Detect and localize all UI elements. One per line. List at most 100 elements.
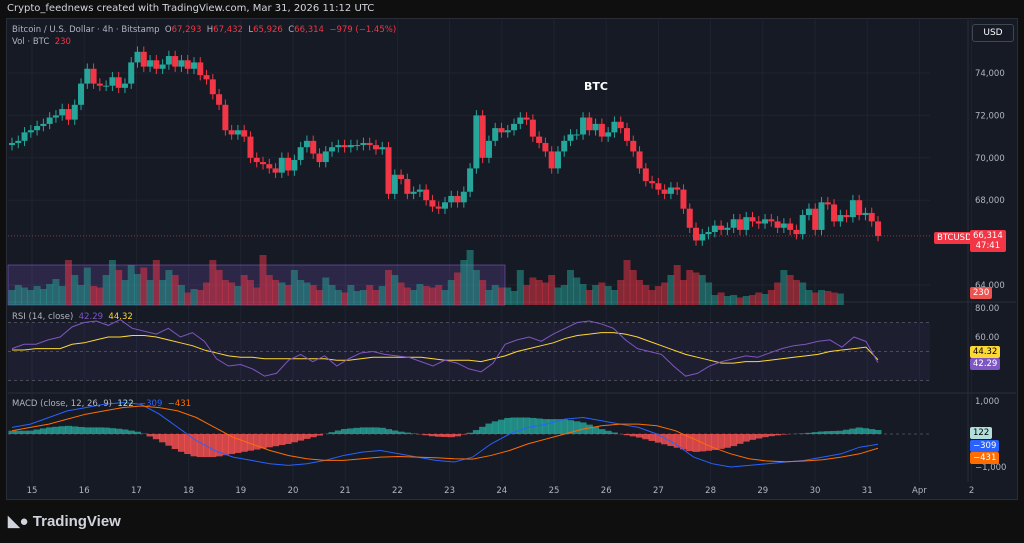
- candle-body: [623, 128, 630, 141]
- candle-body: [573, 134, 580, 136]
- volume-bar: [610, 290, 618, 305]
- currency-button[interactable]: USD: [972, 24, 1014, 42]
- candle-body: [473, 115, 480, 169]
- macd-histogram-bar: [523, 417, 531, 434]
- macd-histogram-bar: [96, 427, 104, 434]
- macd-histogram-bar: [573, 421, 581, 434]
- macd-histogram-bar: [246, 434, 254, 451]
- macd-histogram-bar: [203, 434, 211, 458]
- volume-bar: [441, 290, 449, 305]
- candle-body: [366, 142, 373, 146]
- volume-bar: [447, 280, 455, 305]
- macd-histogram-bar: [472, 430, 480, 434]
- macd-histogram-bar: [567, 420, 575, 434]
- candle-body: [435, 206, 442, 209]
- candle-body: [485, 140, 492, 158]
- volume-bar: [636, 280, 644, 305]
- candle-body: [52, 115, 59, 118]
- macd-histogram-bar: [824, 431, 832, 434]
- candle-body: [479, 115, 486, 158]
- macd-histogram-bar: [479, 426, 487, 434]
- volume-bar: [52, 279, 60, 305]
- candle-body: [147, 60, 154, 67]
- rsi-pane: [8, 319, 930, 381]
- candle-body: [580, 117, 587, 135]
- macd-histogram-bar: [818, 431, 826, 434]
- time-tick: 24: [496, 486, 507, 496]
- logo-icon: ◣●: [8, 513, 33, 530]
- macd-histogram-bar: [428, 434, 436, 437]
- candle-body: [693, 227, 700, 241]
- volume-bar: [466, 250, 474, 305]
- volume-bar: [667, 275, 675, 305]
- grid: [8, 20, 1016, 482]
- macd-histogram-bar: [52, 426, 60, 434]
- time-tick: 21: [340, 486, 351, 496]
- tradingview-logo: ◣● TradingView: [8, 512, 121, 530]
- volume-bar: [353, 291, 361, 305]
- macd-histogram-bar: [284, 434, 292, 444]
- macd-histogram-bar: [667, 434, 675, 447]
- candle-body: [203, 75, 210, 80]
- volume-bar: [309, 285, 317, 305]
- candle-body: [260, 162, 267, 165]
- candle-body: [605, 132, 612, 137]
- macd-hist-value: 122: [117, 399, 134, 409]
- volume-bar: [64, 260, 72, 305]
- macd-histogram-bar: [717, 434, 725, 449]
- volume-bar: [359, 290, 367, 305]
- macd-histogram-bar: [64, 425, 72, 434]
- volume-bar: [623, 260, 631, 305]
- low-label: L: [248, 25, 254, 35]
- candle-body: [730, 219, 737, 228]
- volume-bar: [14, 285, 22, 305]
- candle-body: [96, 83, 103, 86]
- volume-bar: [259, 255, 267, 305]
- candle-body: [749, 217, 756, 222]
- candle-body: [9, 142, 15, 146]
- volume-bar: [510, 291, 518, 305]
- volume-bar: [730, 295, 738, 305]
- candle-body: [159, 64, 166, 69]
- volume-bar: [529, 277, 537, 305]
- volume-bar: [134, 274, 142, 305]
- candle-body: [379, 147, 386, 150]
- axes: 74,000 72,000 70,000 68,000 64,000 15 16 17 18 19…: [27, 69, 1007, 496]
- macd-histogram-bar: [874, 429, 882, 434]
- macd-histogram-bar: [359, 427, 367, 434]
- candle-body: [115, 77, 122, 88]
- macd-histogram-bar: [33, 429, 41, 434]
- volume-bar: [554, 287, 562, 305]
- candle-body: [27, 130, 34, 133]
- volume-bar: [742, 296, 750, 305]
- price-tick: 70,000: [975, 154, 1005, 164]
- volume-bar: [497, 287, 505, 305]
- volume-bar: [642, 285, 650, 305]
- macd-histogram-bar: [736, 434, 744, 444]
- candle-body: [467, 168, 474, 192]
- macd-histogram-bar: [623, 434, 631, 436]
- candle-body: [598, 123, 605, 137]
- candle-body: [347, 145, 354, 148]
- candle-body: [504, 130, 511, 133]
- last-price: 66,314: [973, 231, 1003, 241]
- candle-body: [875, 221, 881, 236]
- volume-bar: [391, 275, 399, 305]
- macd-histogram-bar: [366, 427, 374, 434]
- rsi-value: 42.29: [78, 312, 104, 322]
- macd-pane: [8, 402, 930, 468]
- candle-body: [787, 223, 794, 230]
- candle-body: [103, 85, 110, 87]
- candle-body: [617, 121, 624, 129]
- volume-bar: [560, 285, 568, 305]
- macd-histogram-bar: [278, 434, 286, 446]
- volume-bar: [140, 267, 148, 305]
- symbol-legend: Bitcoin / U.S. Dollar · 4h · Bitstamp O6…: [12, 25, 396, 35]
- macd-histogram-bar: [259, 434, 267, 449]
- candle-body: [592, 123, 599, 131]
- volume-bar: [272, 280, 280, 305]
- volume-bar: [71, 275, 79, 305]
- candle-body: [611, 121, 618, 133]
- candle-body: [423, 189, 430, 201]
